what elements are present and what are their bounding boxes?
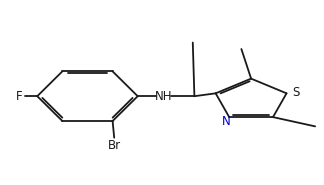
Text: N: N — [222, 115, 231, 128]
Text: NH: NH — [155, 90, 172, 103]
Text: S: S — [292, 86, 299, 99]
Text: Br: Br — [108, 139, 121, 152]
Text: F: F — [16, 90, 23, 103]
